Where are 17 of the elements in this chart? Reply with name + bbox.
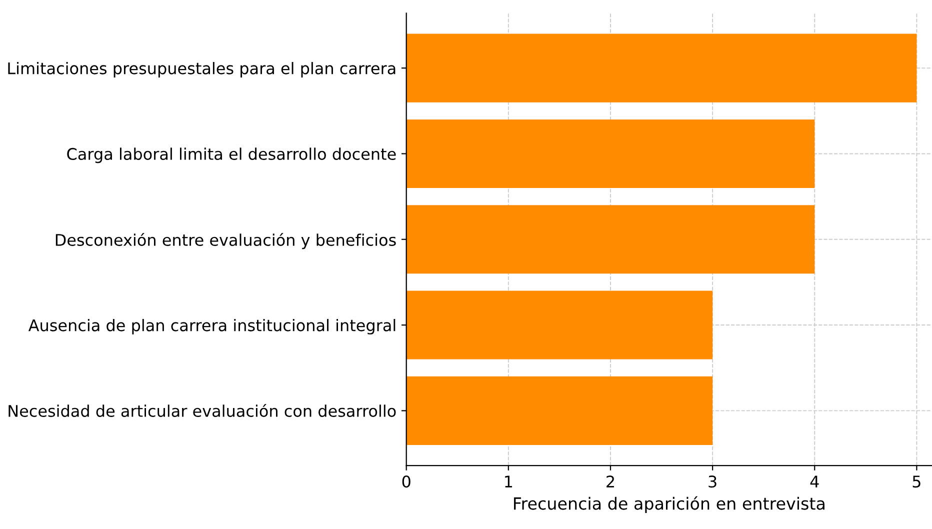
y-tick-label: Desconexión entre evaluación y beneficios <box>56 232 396 250</box>
y-tick-label: Carga laboral limita el desarrollo docente <box>67 148 396 164</box>
bar <box>406 290 713 360</box>
x-tick-label: 1 <box>505 476 512 488</box>
x-tick-label: 3 <box>708 476 716 488</box>
bar <box>406 376 713 445</box>
x-tick-label: 4 <box>810 476 819 488</box>
y-tick-label: Necesidad de articular evaluación con desarrollo <box>8 404 396 417</box>
bar <box>406 205 815 274</box>
y-tick-label: Limitaciones presupuestales para el plan carrera <box>8 62 396 78</box>
bar <box>406 119 815 188</box>
x-tick-label: 5 <box>912 476 920 488</box>
bar <box>406 34 917 102</box>
x-tick-label: 2 <box>606 476 614 488</box>
y-tick-label: Ausencia de plan carrera institucional integral <box>28 318 396 334</box>
x-axis-title: Frecuencia de aparición en entrevista <box>514 496 824 514</box>
x-tick-label: 0 <box>402 476 410 488</box>
